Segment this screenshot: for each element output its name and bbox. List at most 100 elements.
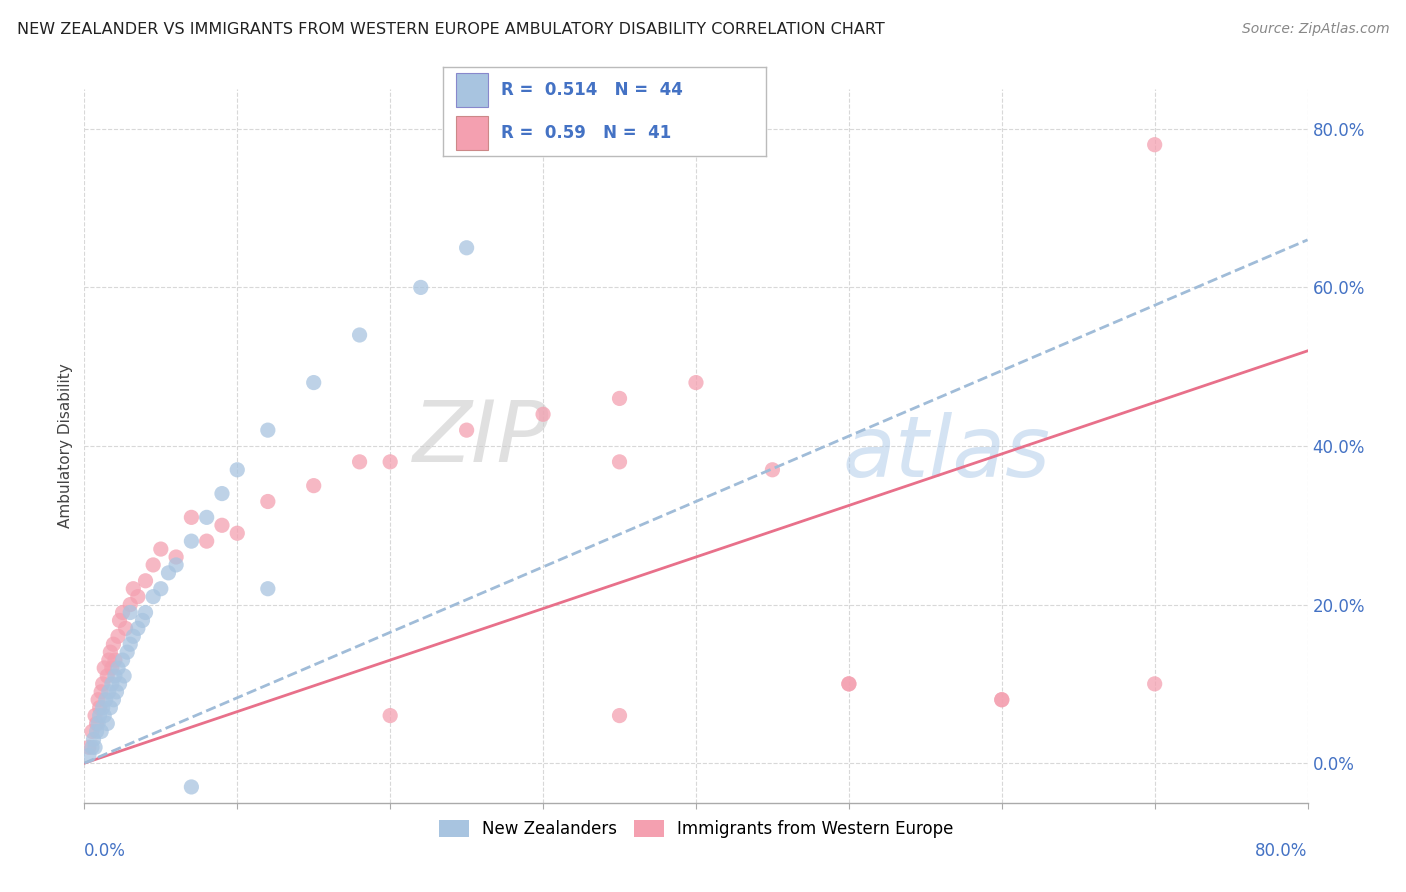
Point xyxy=(98,700,121,714)
Point xyxy=(456,423,478,437)
Point xyxy=(302,478,325,492)
Text: R =  0.514   N =  44: R = 0.514 N = 44 xyxy=(501,81,683,99)
Point xyxy=(838,677,860,691)
Point xyxy=(97,653,120,667)
Point xyxy=(108,677,131,691)
Point xyxy=(96,716,118,731)
Point xyxy=(685,376,707,390)
Point xyxy=(157,566,180,580)
Point xyxy=(380,455,402,469)
Point xyxy=(103,637,125,651)
Point xyxy=(87,716,110,731)
Point xyxy=(122,629,145,643)
Point xyxy=(257,582,280,596)
Point xyxy=(180,534,202,549)
Point xyxy=(98,645,121,659)
Point xyxy=(149,582,172,596)
Point xyxy=(90,724,112,739)
Point xyxy=(135,574,157,588)
Point xyxy=(83,732,105,747)
Point xyxy=(112,669,135,683)
Point xyxy=(107,661,129,675)
Point xyxy=(838,677,860,691)
Y-axis label: Ambulatory Disability: Ambulatory Disability xyxy=(58,364,73,528)
Point xyxy=(131,614,153,628)
Point xyxy=(456,241,478,255)
Point xyxy=(77,748,100,763)
Point xyxy=(609,708,631,723)
Point xyxy=(135,606,157,620)
Point xyxy=(90,685,112,699)
Point xyxy=(165,558,187,572)
Text: NEW ZEALANDER VS IMMIGRANTS FROM WESTERN EUROPE AMBULATORY DISABILITY CORRELATIO: NEW ZEALANDER VS IMMIGRANTS FROM WESTERN… xyxy=(17,22,884,37)
Point xyxy=(127,590,149,604)
Point xyxy=(1143,137,1166,152)
Point xyxy=(195,510,218,524)
Point xyxy=(104,653,127,667)
Point xyxy=(111,606,134,620)
Point xyxy=(96,669,118,683)
Point xyxy=(87,692,110,706)
Point xyxy=(91,700,114,714)
Point xyxy=(142,558,165,572)
Point xyxy=(991,692,1014,706)
Point xyxy=(91,677,114,691)
Point xyxy=(380,708,402,723)
Point xyxy=(226,463,249,477)
Point xyxy=(349,455,371,469)
Point xyxy=(165,549,187,564)
Text: R =  0.59   N =  41: R = 0.59 N = 41 xyxy=(501,124,671,142)
Point xyxy=(127,621,149,635)
Point xyxy=(122,582,145,596)
Point xyxy=(180,510,202,524)
Point xyxy=(761,463,783,477)
Text: 80.0%: 80.0% xyxy=(1256,842,1308,860)
Point xyxy=(120,606,142,620)
Point xyxy=(120,637,142,651)
Point xyxy=(89,700,111,714)
Point xyxy=(349,328,371,343)
FancyBboxPatch shape xyxy=(456,116,488,150)
Point xyxy=(80,740,103,755)
Point xyxy=(1143,677,1166,691)
Text: 0.0%: 0.0% xyxy=(84,842,127,860)
Point xyxy=(89,708,111,723)
Point xyxy=(77,740,100,755)
Point xyxy=(609,392,631,406)
Point xyxy=(142,590,165,604)
Point xyxy=(211,486,233,500)
Point xyxy=(84,708,107,723)
Point xyxy=(93,708,115,723)
Text: Source: ZipAtlas.com: Source: ZipAtlas.com xyxy=(1241,22,1389,37)
Point xyxy=(609,455,631,469)
Point xyxy=(101,661,124,675)
Point xyxy=(149,542,172,557)
Point xyxy=(93,661,115,675)
Point xyxy=(302,376,325,390)
Point xyxy=(531,407,554,421)
Point xyxy=(97,685,120,699)
Point xyxy=(114,621,136,635)
Point xyxy=(94,692,117,706)
Point xyxy=(107,629,129,643)
Point xyxy=(257,423,280,437)
Point xyxy=(101,677,124,691)
Point xyxy=(111,653,134,667)
Point xyxy=(409,280,432,294)
Point xyxy=(80,724,103,739)
Text: ZIP: ZIP xyxy=(413,397,550,481)
Point xyxy=(86,724,108,739)
Point xyxy=(195,534,218,549)
Point xyxy=(108,614,131,628)
Point xyxy=(86,716,108,731)
Point xyxy=(115,645,138,659)
Text: atlas: atlas xyxy=(842,411,1050,495)
Point xyxy=(257,494,280,508)
Point xyxy=(991,692,1014,706)
Point xyxy=(103,692,125,706)
Point xyxy=(120,598,142,612)
Point xyxy=(105,685,128,699)
Point xyxy=(211,518,233,533)
Point xyxy=(180,780,202,794)
Point xyxy=(104,669,127,683)
